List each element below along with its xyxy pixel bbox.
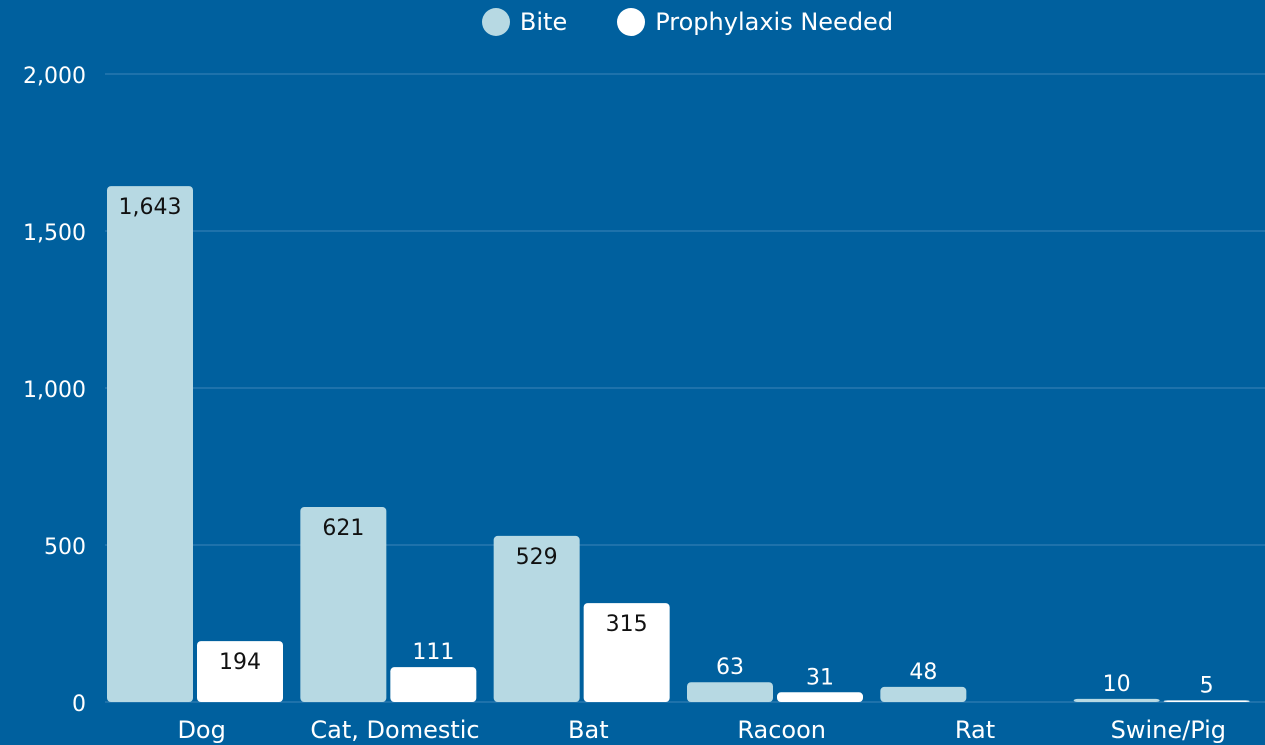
legend-swatch-bite [481, 8, 510, 36]
data-label-bite: 1,643 [119, 195, 182, 220]
x-tick-label: Rat [955, 716, 995, 744]
data-label-bite: 63 [716, 655, 744, 680]
data-label-prophylaxis: 5 [1200, 673, 1214, 698]
bar-bite [300, 507, 387, 702]
legend-label-prophylaxis: Prophylaxis Needed [655, 8, 894, 36]
x-tick-label: Swine/Pig [1111, 716, 1226, 744]
legend-item-bite[interactable]: Bite [372, 8, 567, 36]
legend-swatch-prophylaxis [617, 8, 646, 36]
data-label-bite: 10 [1103, 672, 1131, 697]
data-label-prophylaxis: 194 [219, 650, 261, 675]
bar-bite [107, 186, 193, 702]
x-tick-label: Racoon [737, 716, 826, 744]
bar-prophylaxis [197, 641, 283, 702]
data-label-bite: 529 [516, 545, 558, 570]
data-label-prophylaxis: 31 [806, 665, 834, 690]
bar-bite [687, 682, 773, 702]
bar-prophylaxis [390, 667, 477, 702]
data-label-prophylaxis: 111 [412, 640, 454, 665]
y-tick-label: 1,000 [23, 378, 86, 403]
y-tick-label: 2,000 [23, 64, 86, 89]
data-label-bite: 621 [322, 516, 364, 541]
legend: Bite Prophylaxis Needed [0, 8, 1265, 36]
x-tick-label: Bat [568, 716, 609, 744]
y-tick-label: 0 [72, 692, 86, 717]
bar-prophylaxis [1163, 700, 1250, 702]
bar-prophylaxis [777, 692, 863, 702]
bar-prophylaxis [583, 603, 670, 702]
bar-bite [493, 535, 580, 702]
x-tick-label: Dog [177, 716, 225, 744]
y-tick-label: 500 [44, 535, 86, 560]
legend-item-prophylaxis[interactable]: Prophylaxis Needed [617, 8, 893, 36]
legend-label-bite: Bite [519, 8, 568, 36]
bar-bite [1073, 698, 1160, 702]
data-label-prophylaxis: 315 [606, 612, 648, 637]
bar-bite [880, 686, 967, 702]
data-label-bite: 48 [909, 660, 937, 685]
y-tick-label: 1,500 [23, 221, 86, 246]
x-tick-label: Cat, Domestic [310, 716, 479, 744]
